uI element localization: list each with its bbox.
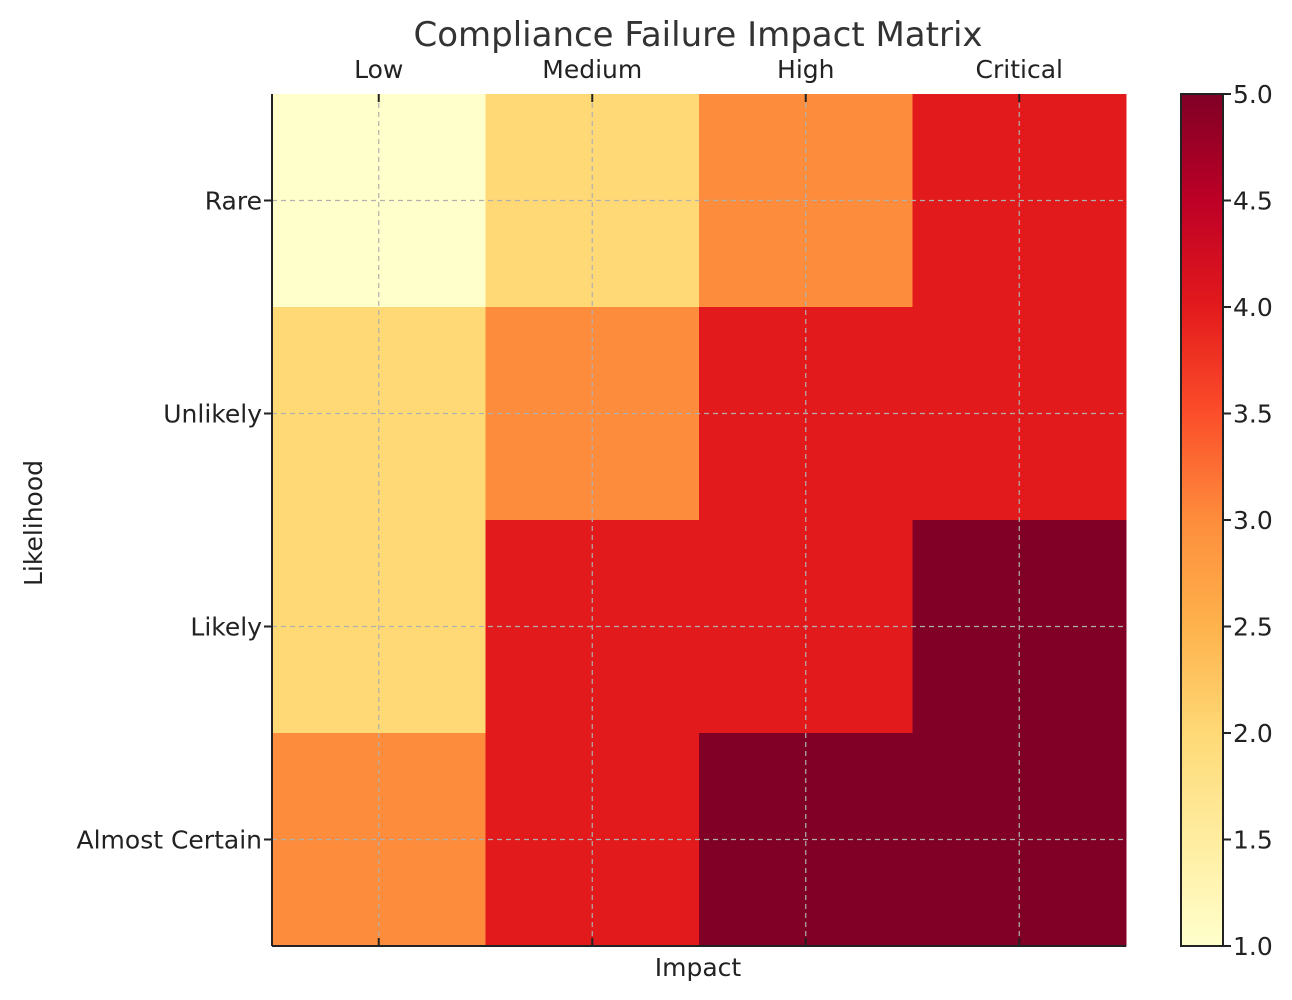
colorbar-tick-label: 3.5 [1233,400,1273,429]
x-tick-labels: Low Medium High Critical [354,55,1063,946]
colorbar: 1.0 1.5 2.0 2.5 3.0 3.5 4.0 4.5 5.0 [1180,80,1273,961]
y-tick-label: Rare [205,187,262,216]
y-axis-label: Likelihood [19,460,48,586]
colorbar-tick-label: 4.0 [1233,293,1273,322]
heatmap-cell [272,733,486,947]
x-tick-label: Critical [976,55,1063,84]
y-tick-label: Likely [190,613,262,642]
x-tick-label: Low [354,55,403,84]
x-tick-label: High [777,55,834,84]
x-axis-label: Impact [655,953,742,982]
heatmap-cells [272,94,1127,947]
grid-lines [272,94,1126,946]
colorbar-tick-label: 4.5 [1233,187,1273,216]
x-tick-label: Medium [542,55,642,84]
colorbar-tick-label: 2.5 [1233,613,1273,642]
axes [271,94,1126,947]
colorbar-tick-label: 3.0 [1233,506,1273,535]
colorbar-gradient [1180,93,1224,947]
colorbar-ticks: 1.0 1.5 2.0 2.5 3.0 3.5 4.0 4.5 5.0 [1223,80,1273,961]
y-tick-label: Unlikely [163,400,262,429]
y-tick-label: Almost Certain [77,826,263,855]
colorbar-tick-label: 1.5 [1233,826,1273,855]
colorbar-tick-label: 5.0 [1233,80,1273,109]
y-tick-labels: Rare Unlikely Likely Almost Certain [77,187,272,855]
chart-title: Compliance Failure Impact Matrix [413,15,982,55]
colorbar-tick-label: 2.0 [1233,719,1273,748]
heatmap-cell [272,94,486,308]
colorbar-tick-label: 1.0 [1233,932,1273,961]
